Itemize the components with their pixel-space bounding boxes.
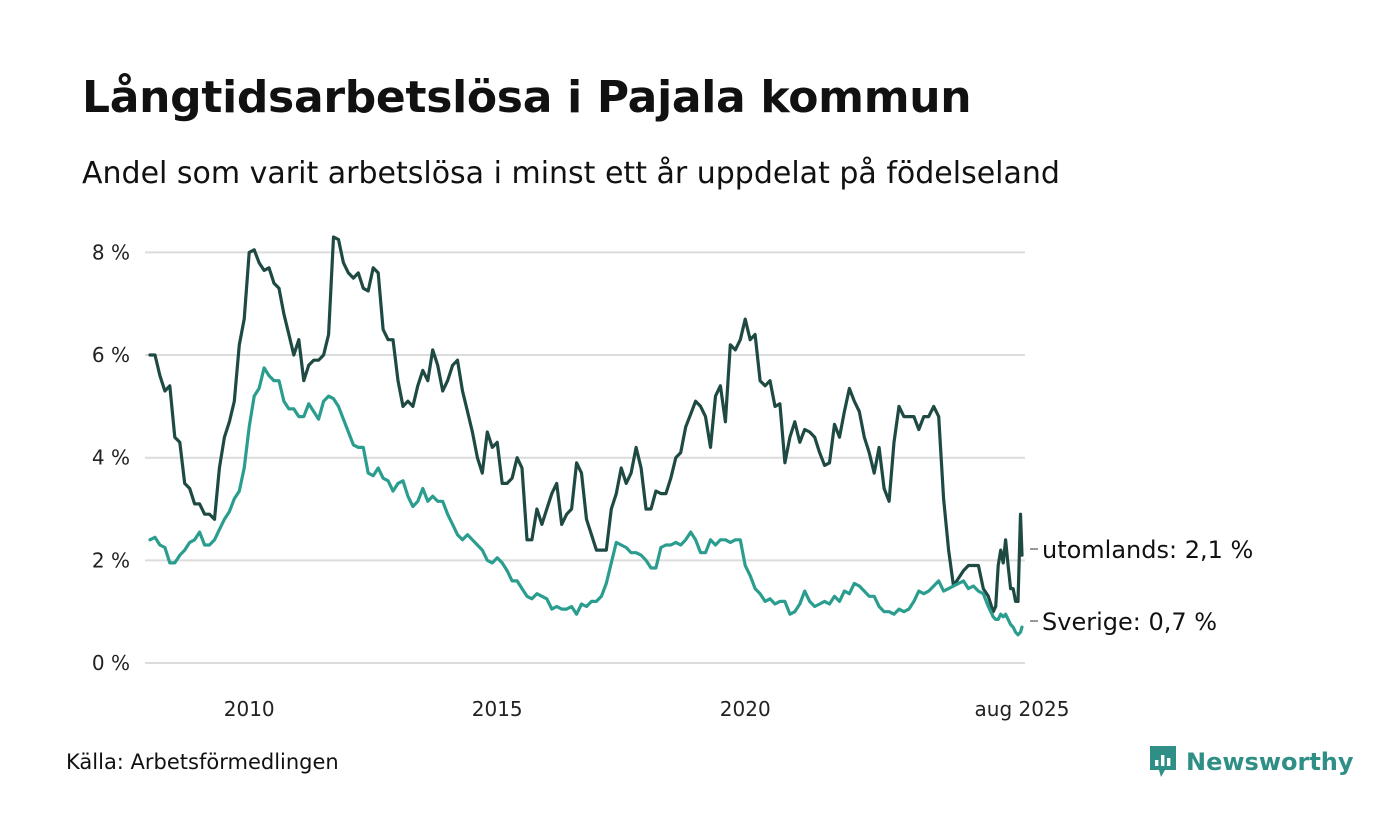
series-line bbox=[148, 366, 1024, 637]
series-end-label: Sverige: 0,7 % bbox=[1042, 608, 1217, 636]
y-tick-label: 8 % bbox=[92, 240, 130, 264]
chart-subtitle: Andel som varit arbetslösa i minst ett å… bbox=[82, 156, 1060, 191]
x-tick-label: 2010 bbox=[224, 697, 275, 721]
x-tick-label: 2015 bbox=[472, 697, 523, 721]
brand: Newsworthy bbox=[1148, 744, 1354, 780]
y-tick-label: 2 % bbox=[92, 548, 130, 572]
chart-title: Långtidsarbetslösa i Pajala kommun bbox=[82, 72, 972, 123]
x-tick-label: aug 2025 bbox=[975, 697, 1070, 721]
series-end-label: utomlands: 2,1 % bbox=[1042, 536, 1253, 564]
series-lines bbox=[148, 235, 1024, 637]
y-tick-label: 6 % bbox=[92, 343, 130, 367]
end-labels: utomlands: 2,1 % Sverige: 0,7 % bbox=[1030, 536, 1253, 636]
source-note: Källa: Arbetsförmedlingen bbox=[66, 750, 339, 774]
series-line bbox=[148, 235, 1024, 614]
y-tick-label: 4 % bbox=[92, 446, 130, 470]
y-tick-label: 0 % bbox=[92, 651, 130, 675]
newsworthy-logo-icon bbox=[1150, 746, 1176, 777]
x-axis: 2010 2015 2020 aug 2025 bbox=[224, 697, 1070, 721]
y-axis: 0 % 2 % 4 % 6 % 8 % bbox=[92, 240, 130, 675]
brand-name: Newsworthy bbox=[1186, 748, 1354, 776]
x-tick-label: 2020 bbox=[720, 697, 771, 721]
